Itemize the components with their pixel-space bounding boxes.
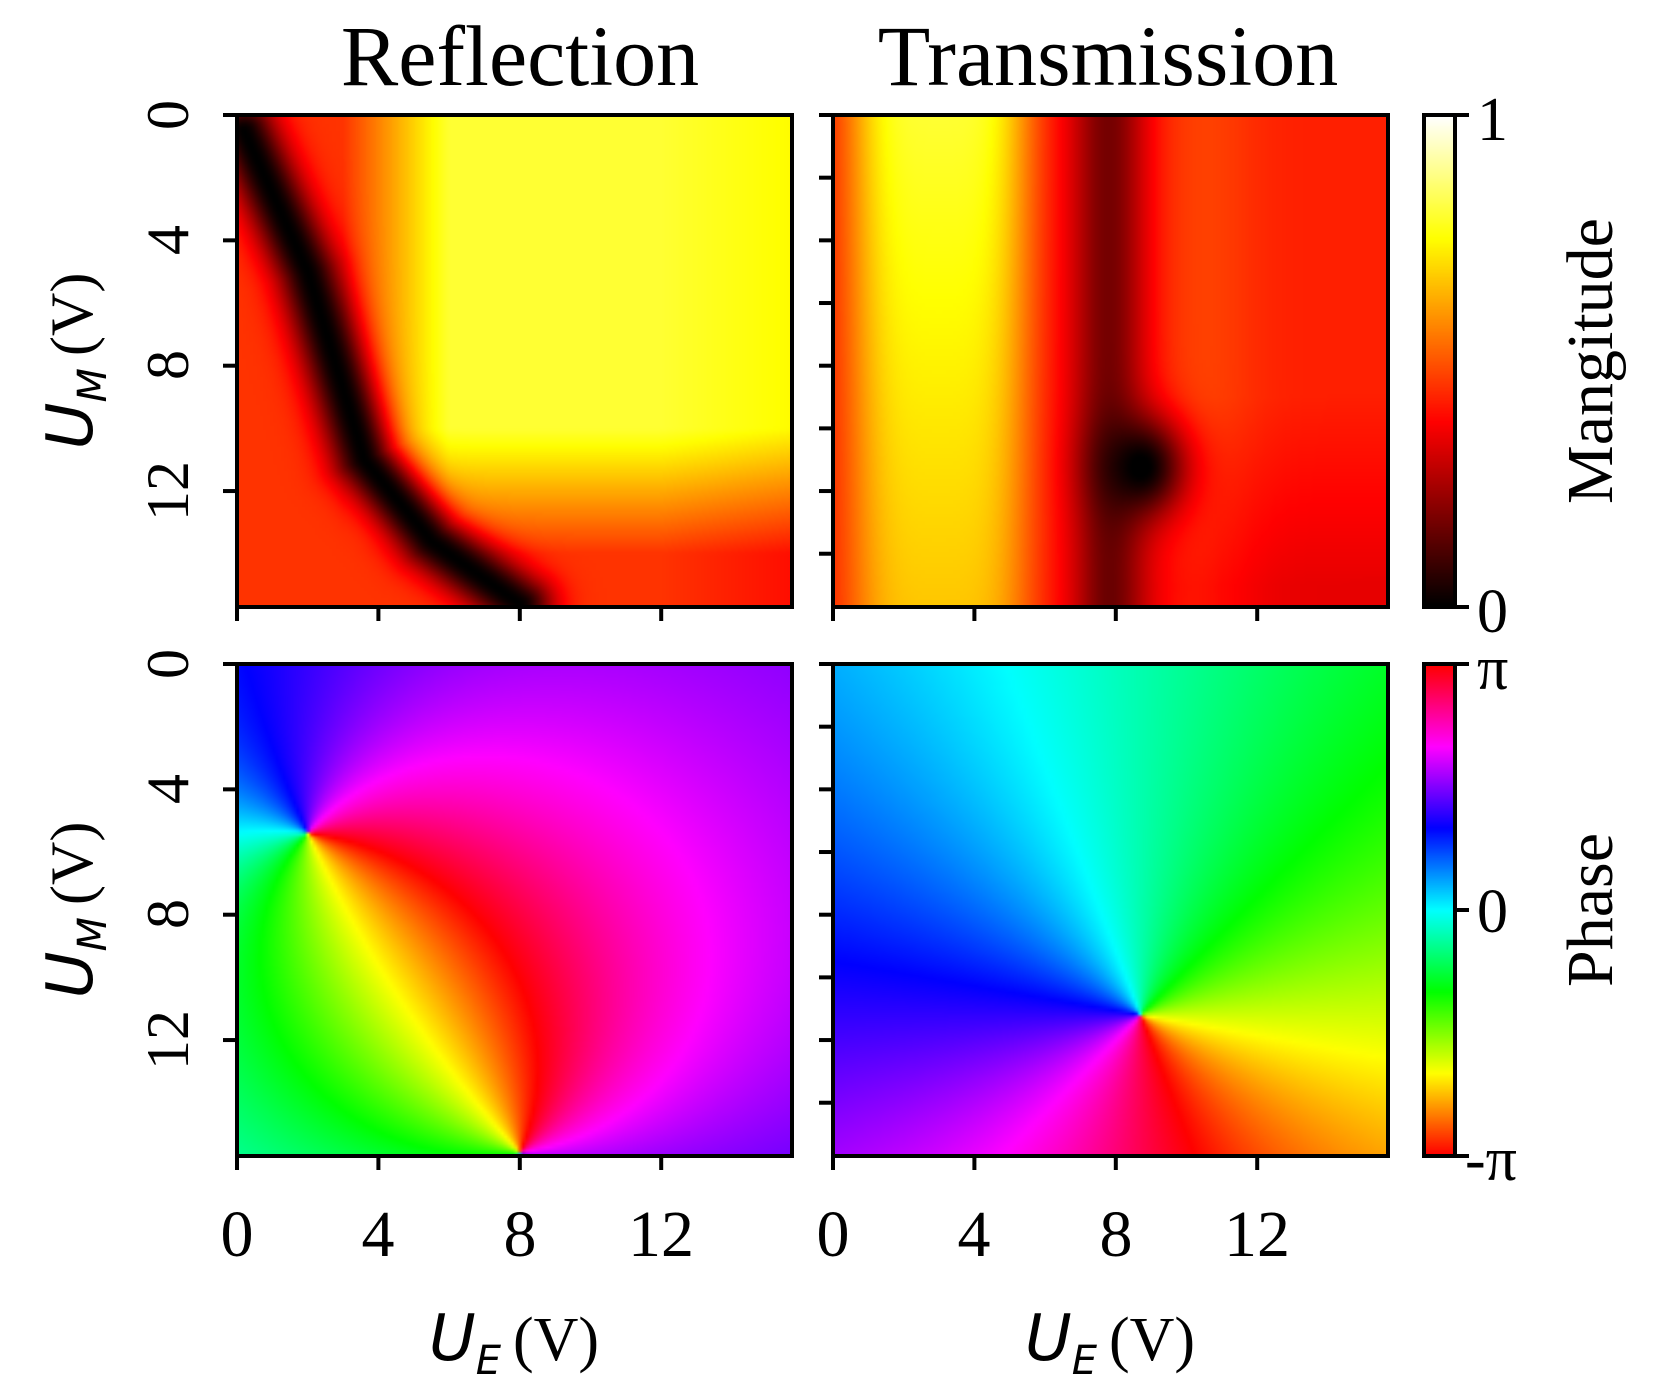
phase-colorbar (1424, 664, 1455, 1156)
transmission-magnitude-frame (831, 113, 1390, 609)
x-tick-label: 12 (1224, 1198, 1290, 1271)
magnitude-colorbar-frame (1422, 113, 1457, 609)
svg-text:UM(V): UM (V) (34, 822, 116, 999)
y-tick-label: 0 (135, 649, 201, 679)
x-axis-title-right: UE (V) (1025, 1302, 1195, 1379)
y-axis-unit: (V) (39, 822, 105, 905)
x-tick-label: 8 (504, 1198, 537, 1271)
y-tick-label: 8 (135, 350, 201, 380)
tick-marks (223, 113, 1469, 1170)
y-tick-labels-bottom: 0 4 8 12 (135, 649, 201, 1070)
x-axis-unit: (V) (1109, 1306, 1195, 1374)
reflection-phase-frame (235, 662, 794, 1158)
x-tick-label: 8 (1100, 1198, 1133, 1271)
x-tick-labels-left: 0 4 8 12 (221, 1198, 695, 1271)
title-transmission: Transmission (878, 8, 1338, 104)
x-tick-labels-right: 0 4 8 12 (817, 1198, 1291, 1271)
y-tick-label: 0 (135, 100, 201, 130)
y-tick-label: 4 (135, 225, 201, 255)
transmission-phase-heatmap (833, 664, 1388, 1156)
x-axis-unit: (V) (513, 1306, 599, 1374)
x-tick-label: 4 (362, 1198, 395, 1271)
y-tick-label: 12 (135, 1010, 201, 1070)
x-tick-label: 4 (958, 1198, 991, 1271)
x-tick-label: 12 (628, 1198, 694, 1271)
x-axis-sub: E (1072, 1338, 1098, 1379)
reflection-magnitude-frame (235, 113, 794, 609)
phase-colorbar-title: Phase (1554, 833, 1627, 987)
y-axis-title-top: UM (V) (34, 273, 116, 450)
phase-mid-label: 0 (1477, 878, 1508, 946)
title-reflection: Reflection (341, 8, 699, 104)
x-axis-title-left: UE (V) (429, 1302, 599, 1379)
x-axis-var: U (429, 1302, 476, 1376)
x-tick-label: 0 (221, 1198, 254, 1271)
phase-max-label: π (1477, 635, 1508, 703)
y-axis-unit: (V) (39, 273, 105, 356)
y-tick-label: 4 (135, 774, 201, 804)
y-axis-title-bottom: UM (V) (34, 822, 116, 999)
y-axis-sub: M (70, 917, 116, 952)
transmission-magnitude-heatmap (833, 115, 1388, 607)
y-axis-var: U (34, 951, 108, 998)
magnitude-colorbar-title: Mangitude (1554, 218, 1627, 504)
x-axis-sub: E (476, 1338, 502, 1379)
magnitude-min-label: 0 (1477, 578, 1508, 646)
magnitude-max-label: 1 (1477, 86, 1508, 154)
y-tick-labels-top: 0 4 8 12 (135, 100, 201, 521)
transmission-phase-frame (831, 662, 1390, 1158)
y-axis-sub: M (70, 368, 116, 403)
magnitude-colorbar (1424, 115, 1455, 607)
x-axis-var: U (1025, 1302, 1072, 1376)
y-axis-var: U (34, 402, 108, 449)
x-tick-label: 0 (817, 1198, 850, 1271)
reflection-phase-heatmap (237, 664, 792, 1156)
svg-text:UM(V): UM (V) (34, 273, 116, 450)
y-tick-label: 12 (135, 461, 201, 521)
phase-min-label: -π (1465, 1126, 1517, 1194)
reflection-magnitude-heatmap (237, 115, 792, 607)
y-tick-label: 8 (135, 899, 201, 929)
